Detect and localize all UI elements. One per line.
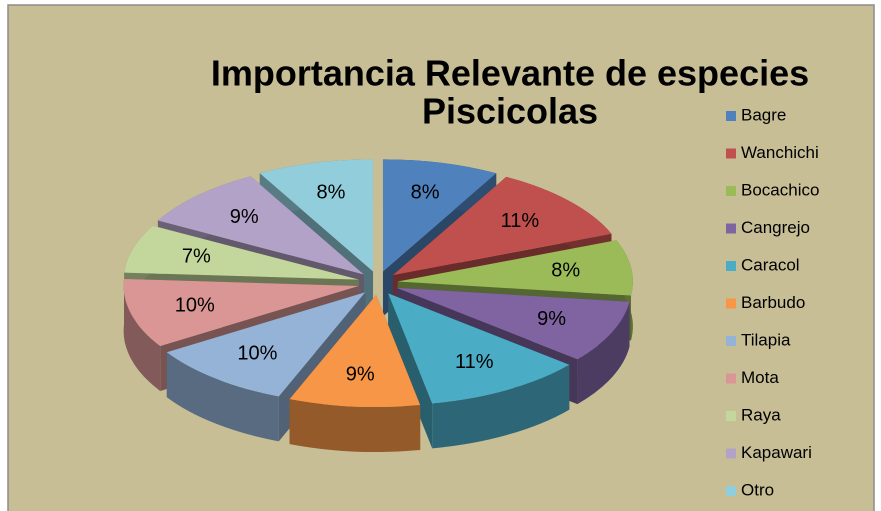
legend-swatch [726,148,736,159]
slice-wall [123,278,161,391]
legend-label: Cangrejo [741,218,810,237]
slice-side [388,293,433,449]
legend-swatch [726,411,736,421]
slice-wall [289,399,421,452]
legend-swatch [726,186,736,196]
data-label: 9% [537,308,566,330]
title-line: Piscicolas [422,91,598,132]
pie-slice [289,294,421,452]
legend-label: Wanchichi [741,143,819,162]
slice-top [397,240,633,296]
slice-top [382,159,497,272]
slice-top [388,293,570,404]
slice-top [124,225,359,280]
legend-label: Caracol [741,255,800,274]
title-line: Importancia Relevante de especies [211,53,809,94]
legend-swatch [726,261,736,271]
data-label: 9% [230,206,259,228]
legend-swatch [726,373,736,384]
chart-title: Importancia Relevante de especiesPiscico… [211,53,809,132]
slice-wall [577,301,630,405]
slice-top [123,278,359,346]
legend-swatch [726,448,736,459]
data-label: 8% [316,182,345,204]
slice-wall [432,364,570,449]
data-label: 11% [501,210,540,232]
legend-swatch [726,486,736,496]
legend-label: Tilapia [741,330,791,349]
slice-top [157,176,364,275]
legend-label: Otro [741,480,774,499]
legend-swatch [726,298,736,309]
legend-swatch [726,111,736,121]
legend-label: Barbudo [741,293,805,312]
data-label: 9% [346,364,375,386]
data-label: 10% [237,343,277,365]
data-label: 8% [551,260,580,282]
legend-label: Mota [741,368,779,387]
legend-label: Bagre [741,105,786,124]
legend-label: Bocachico [741,180,819,199]
data-label: 7% [182,245,211,267]
legend-swatch [726,223,736,234]
slice-top [166,292,366,397]
legend-swatch [726,336,736,346]
slice-top [289,294,421,407]
pie [123,159,633,452]
data-label: 8% [411,182,440,204]
legend-label: Raya [741,405,781,424]
slice-top [259,159,374,272]
pie-slice [388,293,570,449]
slice-wall [166,352,279,442]
data-label: 10% [175,294,215,316]
data-label: 11% [455,351,494,373]
slice-top [393,176,612,276]
legend-label: Kapawari [741,443,812,462]
slice-top [396,287,630,360]
